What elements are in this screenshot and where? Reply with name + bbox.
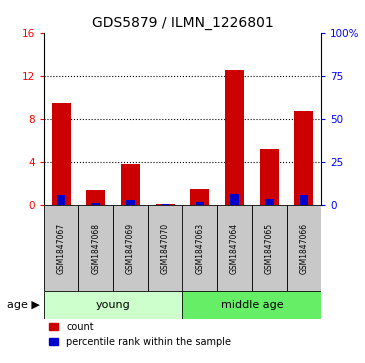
Bar: [300, 196, 308, 205]
Bar: [217, 205, 252, 291]
Bar: [155, 204, 175, 205]
Text: GSM1847068: GSM1847068: [91, 223, 100, 274]
Text: GSM1847070: GSM1847070: [161, 223, 170, 274]
Text: GSM1847065: GSM1847065: [265, 223, 274, 274]
Text: GSM1847063: GSM1847063: [195, 223, 204, 274]
Bar: [51, 103, 71, 205]
Bar: [260, 149, 279, 205]
Bar: [190, 189, 210, 205]
Text: GSM1847067: GSM1847067: [57, 223, 66, 274]
Bar: [230, 194, 239, 205]
Bar: [113, 205, 148, 291]
Text: middle age: middle age: [220, 300, 283, 310]
Bar: [126, 200, 135, 205]
Bar: [78, 205, 113, 291]
Bar: [287, 205, 321, 291]
Bar: [265, 199, 273, 205]
Bar: [92, 203, 100, 205]
Bar: [252, 205, 287, 291]
Text: GSM1847064: GSM1847064: [230, 223, 239, 274]
Bar: [196, 203, 204, 205]
Legend: count, percentile rank within the sample: count, percentile rank within the sample: [49, 322, 231, 347]
Bar: [294, 111, 314, 205]
Bar: [44, 205, 78, 291]
Text: young: young: [96, 300, 131, 310]
Bar: [148, 205, 182, 291]
Bar: [182, 205, 217, 291]
Bar: [57, 196, 65, 205]
Bar: [182, 291, 321, 319]
Bar: [161, 204, 169, 205]
Title: GDS5879 / ILMN_1226801: GDS5879 / ILMN_1226801: [92, 16, 273, 30]
Bar: [225, 70, 244, 205]
Text: GSM1847066: GSM1847066: [299, 223, 308, 274]
Text: age ▶: age ▶: [7, 300, 40, 310]
Bar: [86, 190, 105, 205]
Bar: [44, 291, 182, 319]
Bar: [121, 164, 140, 205]
Text: GSM1847069: GSM1847069: [126, 223, 135, 274]
